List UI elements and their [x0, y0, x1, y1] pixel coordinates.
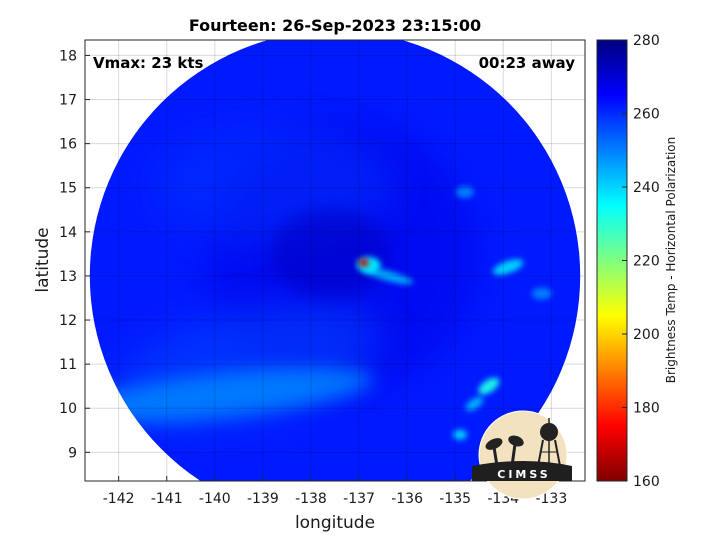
y-tick-label: 18	[59, 48, 77, 64]
swath-features	[89, 121, 552, 440]
swath-feature-warm-band-south	[89, 368, 374, 422]
y-axis-label: latitude	[33, 227, 53, 292]
swath-feature-cell-southeast-3	[453, 429, 467, 440]
colorbar-tick-label: 220	[633, 254, 660, 270]
swath-feature-cell-north	[455, 186, 474, 199]
x-tick-label: -137	[343, 491, 375, 507]
y-tick-label: 10	[59, 401, 77, 417]
y-tick-label: 13	[59, 269, 77, 285]
colorbar-tick-label: 160	[633, 474, 660, 490]
x-axis-label: longitude	[295, 513, 375, 533]
x-tick-label: -140	[199, 491, 231, 507]
y-tick-label: 9	[68, 445, 77, 461]
x-tick-label: -139	[247, 491, 279, 507]
colorbar-tick-label: 240	[633, 180, 660, 196]
cimss-logo: CIMSS	[472, 410, 572, 500]
y-tick-label: 14	[59, 225, 77, 241]
colorbar-ticks: 160 180 200 220 240 260 280	[622, 33, 660, 490]
swath-feature-cell-east-1	[492, 259, 524, 275]
colorbar-tick-label: 260	[633, 107, 660, 123]
time-offset-annotation: 00:23 away	[479, 54, 576, 72]
vmax-annotation: Vmax: 23 kts	[93, 54, 203, 72]
axis-ticks: -142 -141 -140 -139 -138 -137 -136 -135 -134 -133…	[59, 48, 567, 507]
swath-feature-cell-southeast-2	[465, 396, 484, 411]
y-tick-label: 16	[59, 137, 77, 153]
x-tick-label: -138	[295, 491, 327, 507]
y-tick-label: 17	[59, 93, 77, 109]
x-tick-label: -142	[103, 491, 135, 507]
grid-lines	[85, 40, 585, 481]
x-tick-label: -133	[535, 491, 567, 507]
colorbar-tick-label: 200	[633, 327, 660, 343]
logo-text: CIMSS	[497, 468, 550, 481]
swath-feature-cell-east-2	[531, 287, 552, 300]
swath-feature-cell-southeast-1	[478, 377, 500, 395]
y-tick-label: 15	[59, 181, 77, 197]
swath-feature-band-east	[362, 267, 414, 285]
x-tick-label: -136	[391, 491, 423, 507]
swath-feature-cold-patch-center	[270, 208, 391, 299]
swath-imagery	[89, 40, 581, 481]
x-tick-label: -141	[151, 491, 183, 507]
axes-box	[84, 39, 586, 482]
y-tick-label: 12	[59, 313, 77, 329]
colorbar-tick-label: 180	[633, 401, 660, 417]
swath-feature-core-minimum	[358, 258, 369, 267]
colorbar-label: Brightness Temp - Horizontal Polarizatio…	[664, 137, 678, 384]
figure-title: Fourteen: 26-Sep-2023 23:15:00	[189, 16, 481, 35]
x-tick-label: -135	[439, 491, 471, 507]
y-tick-label: 11	[59, 357, 77, 373]
colorbar-tick-label: 280	[633, 33, 660, 49]
